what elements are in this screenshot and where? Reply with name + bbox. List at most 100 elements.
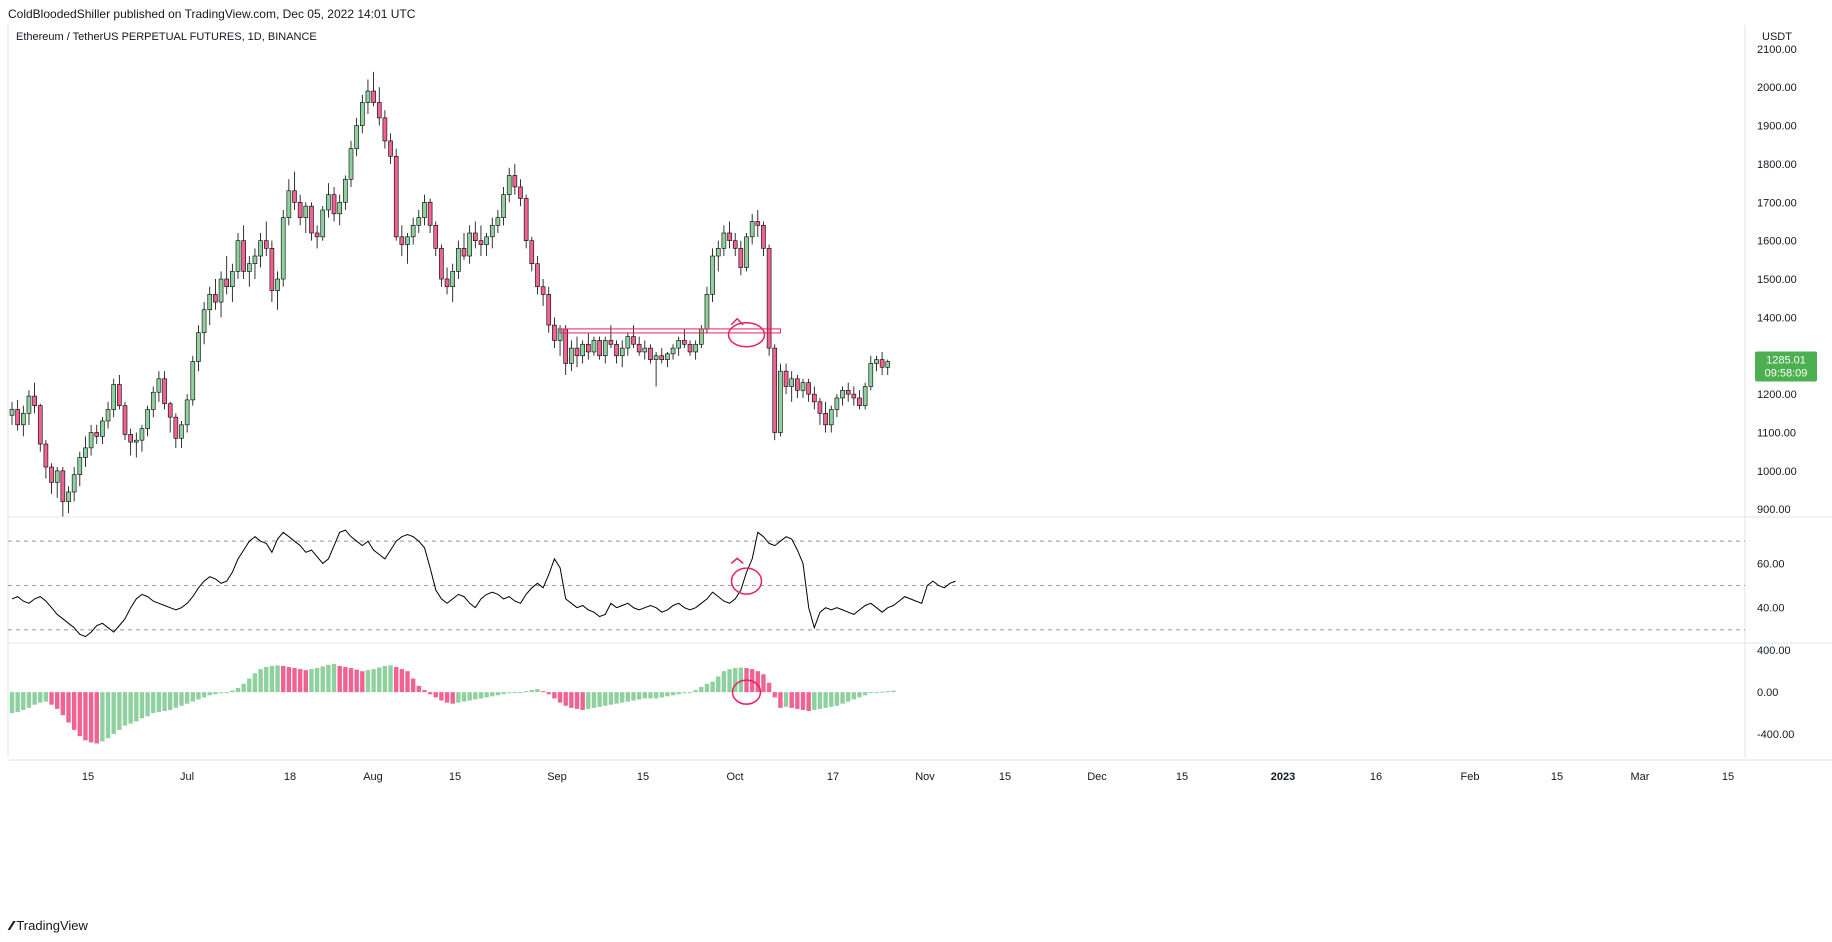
candle-body bbox=[874, 359, 879, 364]
candle bbox=[851, 386, 857, 406]
candle-body bbox=[738, 248, 744, 268]
macd-bar bbox=[128, 692, 133, 724]
candle-body bbox=[800, 382, 806, 391]
tv-logo-icon: ⁄⁄ bbox=[10, 918, 14, 933]
time-tick-label: 15 bbox=[999, 771, 1011, 783]
candle-body bbox=[715, 248, 721, 257]
candle bbox=[416, 209, 422, 233]
candle bbox=[207, 286, 213, 326]
candle-body bbox=[642, 347, 648, 353]
time-axis[interactable]: 15 Jul 18 Aug 15 Sep 15 Oct 17 Nov 15 Dec 15 2023 16 Fe… bbox=[82, 771, 1734, 783]
macd-bar bbox=[733, 668, 738, 693]
macd-bar bbox=[874, 692, 879, 694]
candle-body bbox=[371, 90, 376, 103]
candle bbox=[506, 167, 512, 203]
time-tick-label: 16 bbox=[1370, 771, 1382, 783]
candle bbox=[439, 244, 444, 287]
macd-bar bbox=[557, 692, 563, 703]
candle bbox=[184, 394, 190, 433]
candle bbox=[738, 240, 744, 276]
candle bbox=[744, 233, 749, 272]
candle-body bbox=[670, 347, 676, 355]
candle bbox=[783, 363, 789, 395]
candle-body bbox=[179, 424, 184, 439]
macd-bar bbox=[405, 671, 410, 693]
macd-bar bbox=[631, 692, 636, 701]
candle-body bbox=[105, 409, 111, 422]
candle bbox=[303, 202, 309, 233]
candle-body bbox=[128, 434, 133, 443]
candle-body bbox=[472, 232, 478, 241]
candle-body bbox=[241, 240, 246, 272]
candle bbox=[241, 225, 246, 280]
candle-body bbox=[71, 474, 77, 493]
price-tick-label: 1100.00 bbox=[1757, 428, 1796, 440]
macd-bar bbox=[693, 690, 698, 693]
candle-body bbox=[433, 225, 439, 249]
macd-bar bbox=[501, 692, 506, 695]
candle bbox=[9, 401, 15, 425]
candle-body bbox=[461, 248, 467, 257]
candle-body bbox=[66, 491, 71, 502]
macd-bar bbox=[179, 692, 184, 706]
candle bbox=[885, 359, 891, 375]
chart-canvas[interactable]: Ethereum / TetherUS PERPETUAL FUTURES, 1… bbox=[0, 25, 1832, 915]
macd-bar bbox=[552, 692, 557, 699]
candle-body bbox=[49, 466, 54, 483]
price-tick-label: 1700.00 bbox=[1757, 197, 1797, 209]
macd-bar bbox=[235, 687, 241, 693]
macd-bar bbox=[766, 682, 772, 693]
candle-body bbox=[834, 397, 840, 410]
candle-body bbox=[636, 343, 642, 353]
macd-bar bbox=[862, 692, 868, 696]
macd-tick-label: 0.00 bbox=[1757, 687, 1778, 699]
candle-body bbox=[512, 175, 518, 188]
candle-body bbox=[857, 397, 862, 406]
candle-body bbox=[687, 343, 693, 353]
candle bbox=[134, 432, 139, 458]
candle-body bbox=[614, 343, 619, 357]
macd-bar bbox=[134, 692, 139, 722]
candle bbox=[755, 209, 761, 237]
macd-bar bbox=[834, 692, 840, 706]
candle bbox=[32, 382, 37, 414]
price-tick-label: 1200.00 bbox=[1757, 389, 1797, 401]
candle bbox=[653, 351, 659, 387]
candle-body bbox=[631, 336, 636, 345]
macd-bar bbox=[55, 692, 60, 709]
breakout-arrow bbox=[730, 317, 744, 326]
candle bbox=[258, 233, 263, 268]
macd-bar bbox=[806, 692, 811, 711]
candle bbox=[388, 133, 393, 164]
candle bbox=[636, 336, 642, 356]
candle-body bbox=[648, 347, 653, 360]
candle-body bbox=[862, 386, 868, 406]
time-tick-label: Jul bbox=[180, 771, 194, 783]
chart-frame[interactable]: Ethereum / TetherUS PERPETUAL FUTURES, 1… bbox=[0, 25, 1832, 915]
price-tick-label: 900.00 bbox=[1757, 504, 1791, 516]
macd-bar bbox=[21, 692, 26, 710]
candle bbox=[461, 233, 467, 260]
candle bbox=[145, 405, 150, 437]
macd-annotation-circle bbox=[731, 679, 762, 705]
macd-bar bbox=[38, 692, 43, 703]
macd-bar bbox=[518, 692, 523, 694]
tradingview-logo[interactable]: ⁄⁄ TradingView bbox=[10, 918, 88, 933]
macd-bar bbox=[495, 692, 501, 696]
macd-bar bbox=[331, 663, 337, 693]
time-tick-label: 15 bbox=[1551, 771, 1563, 783]
price-tick-label: 1900.00 bbox=[1757, 121, 1797, 133]
macd-bar bbox=[721, 671, 727, 693]
macd-bar bbox=[738, 667, 744, 693]
macd-bar bbox=[659, 692, 664, 698]
macd-bar bbox=[122, 692, 128, 726]
candle-body bbox=[704, 294, 710, 330]
macd-bar bbox=[817, 692, 823, 709]
rsi-axis[interactable]: 60.00 40.00 bbox=[1757, 558, 1785, 614]
macd-axis[interactable]: 400.00 0.00 -400.00 bbox=[1757, 645, 1794, 741]
macd-bar bbox=[569, 692, 574, 708]
price-axis[interactable]: 2100.00 2000.00 1900.00 1800.00 1700.00 1600.… bbox=[1757, 44, 1797, 516]
candle-body bbox=[828, 409, 834, 426]
currency-label: USDT bbox=[1762, 31, 1792, 43]
candle-body bbox=[489, 225, 495, 238]
